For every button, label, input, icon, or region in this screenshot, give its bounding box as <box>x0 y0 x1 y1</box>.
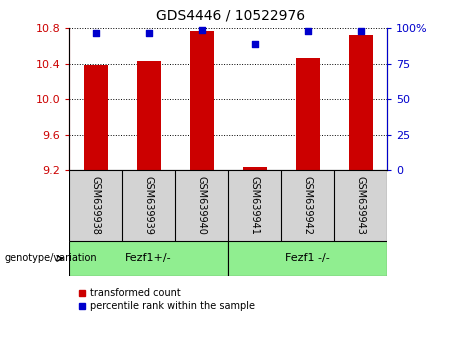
Text: GSM639940: GSM639940 <box>197 176 207 235</box>
Text: GSM639943: GSM639943 <box>356 176 366 235</box>
Bar <box>69 170 122 241</box>
Point <box>251 41 258 47</box>
Bar <box>175 170 228 241</box>
Point <box>145 30 152 35</box>
Bar <box>243 167 266 170</box>
Bar <box>84 65 107 170</box>
Bar <box>228 170 281 241</box>
Text: GSM639939: GSM639939 <box>144 176 154 235</box>
Point <box>304 28 311 34</box>
Text: Fezf1+/-: Fezf1+/- <box>125 253 172 263</box>
Bar <box>296 57 319 170</box>
Legend: transformed count, percentile rank within the sample: transformed count, percentile rank withi… <box>74 285 259 315</box>
Point <box>198 27 205 33</box>
Bar <box>69 241 228 276</box>
Bar <box>190 31 213 170</box>
Point <box>357 28 364 34</box>
Text: GSM639938: GSM639938 <box>91 176 100 235</box>
Point <box>92 30 99 35</box>
Bar <box>122 170 175 241</box>
Text: genotype/variation: genotype/variation <box>5 253 97 263</box>
Text: GDS4446 / 10522976: GDS4446 / 10522976 <box>156 9 305 23</box>
Bar <box>137 61 160 170</box>
Bar <box>349 35 372 170</box>
Bar <box>228 241 387 276</box>
Text: GSM639941: GSM639941 <box>250 176 260 235</box>
Text: GSM639942: GSM639942 <box>303 176 313 235</box>
Bar <box>281 170 334 241</box>
Bar <box>334 170 387 241</box>
Text: Fezf1 -/-: Fezf1 -/- <box>285 253 330 263</box>
